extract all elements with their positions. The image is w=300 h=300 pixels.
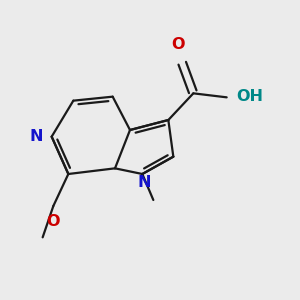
Text: O: O [46,214,59,229]
Text: O: O [171,37,184,52]
Text: N: N [138,175,151,190]
Text: N: N [30,129,43,144]
Text: OH: OH [236,89,263,104]
